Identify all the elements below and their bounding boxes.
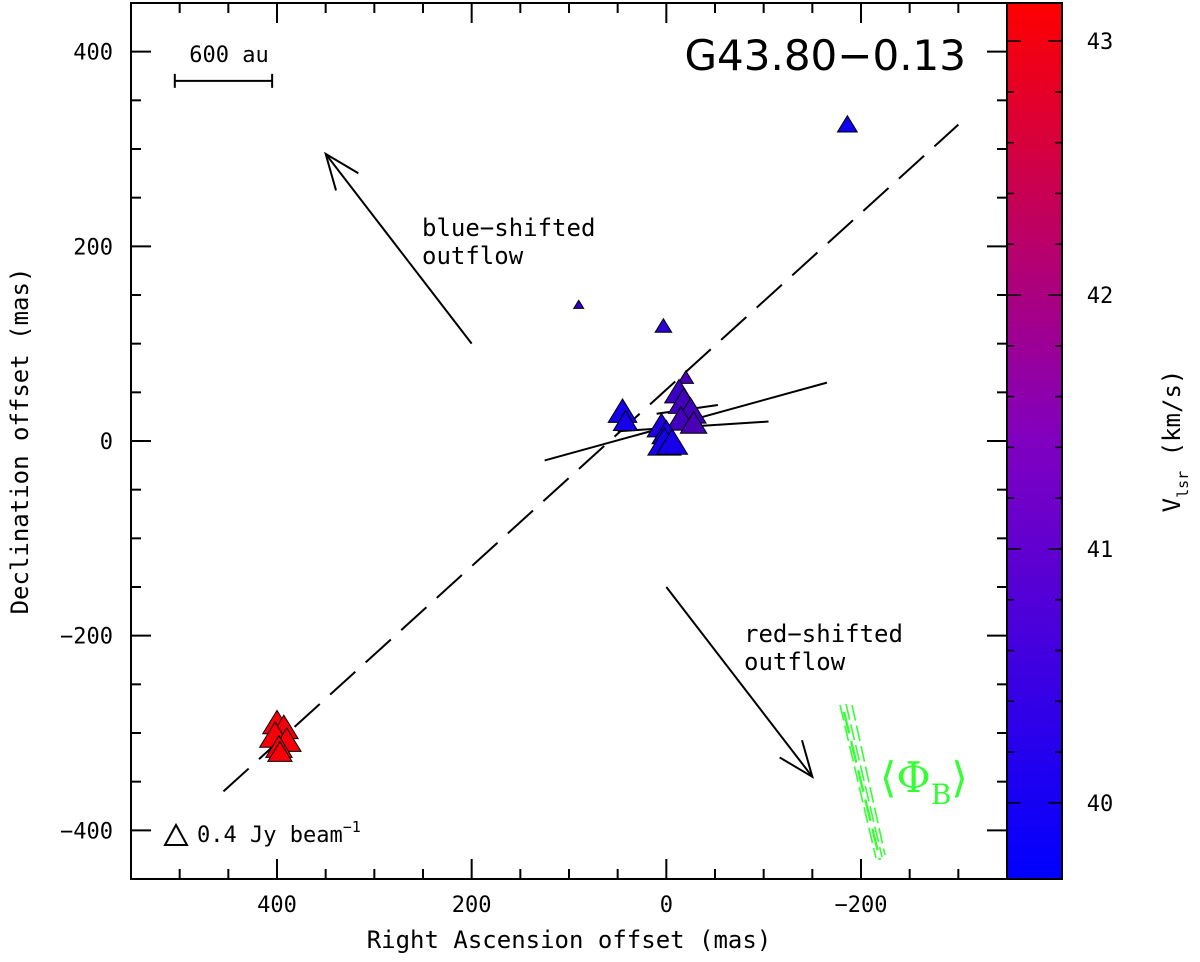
colorbar-tick-label: 41 (1087, 538, 1114, 563)
red-outflow-label-line2: outflow (744, 648, 846, 676)
maser-spot (836, 114, 859, 133)
maser-spot (677, 369, 695, 384)
y-tick-label: 200 (73, 235, 113, 260)
blue-outflow-label-line2: outflow (422, 242, 524, 270)
blue-outflow-arrow (324, 151, 473, 345)
red-outflow-label-line1: red−shifted (744, 620, 903, 648)
y-tick-label: 400 (73, 41, 113, 66)
colorbar-tick-label: 42 (1087, 284, 1114, 309)
chart-title: G43.80−0.13 (685, 31, 967, 80)
colorbar-ticks: 40 41 42 43 (1007, 30, 1113, 817)
maser-spot (572, 299, 585, 309)
y-tick-label: 0 (100, 430, 113, 455)
intensity-legend-label: 0.4 Jy beam−1 (197, 818, 361, 848)
blue-outflow-label-line1: blue−shifted (422, 214, 595, 242)
x-tick-label: 0 (660, 893, 673, 918)
colorbar (1006, 2, 1063, 880)
magnetic-field-label: ⟨ΦB⟩ (880, 753, 968, 811)
best-fit-line (222, 123, 960, 793)
maser-points (258, 114, 859, 762)
colorbar-tick-label: 43 (1087, 30, 1114, 55)
y-axis-label: Declination offset (mas) (6, 268, 34, 615)
intensity-legend-triangle (163, 822, 189, 846)
x-tick-label: 200 (452, 893, 492, 918)
maser-spot (655, 428, 689, 455)
x-tick-label: −200 (835, 893, 888, 918)
y-tick-label: −200 (60, 625, 113, 650)
maser-spot (679, 410, 708, 434)
red-outflow-arrow (665, 586, 814, 779)
axis-ticks: 400 200 0 −200 400 200 0 −200 −400 (60, 3, 1007, 918)
maser-spot (612, 409, 639, 431)
magnetic-field-marker (839, 703, 886, 861)
colorbar-label: Vlsr (km/s) (1158, 370, 1192, 513)
colorbar-tick-label: 40 (1087, 792, 1114, 817)
maser-spot (266, 740, 293, 762)
scale-bar (173, 73, 274, 88)
x-tick-label: 400 (257, 893, 297, 918)
maser-spot (654, 317, 673, 333)
x-axis-label: Right Ascension offset (mas) (367, 926, 772, 954)
y-tick-label: −400 (60, 819, 113, 844)
scale-bar-label: 600 au (189, 43, 268, 68)
